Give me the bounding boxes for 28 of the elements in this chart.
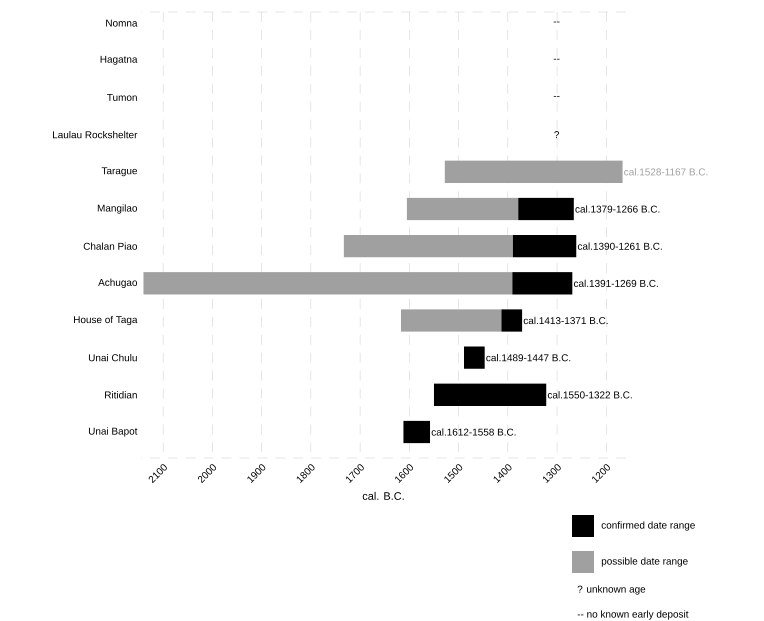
y-tick-label: Unai Chulu — [88, 354, 137, 362]
data-label: cal.1390-1261 B.C. — [578, 242, 662, 250]
y-tick-label: Chalan Piao — [84, 242, 138, 250]
y-tick-label: Ritidian — [105, 391, 137, 398]
data-label: cal.1379-1266 B.C. — [575, 205, 660, 213]
annotation: -- — [554, 96, 560, 97]
data-label: cal.1550-1322 B.C. — [548, 391, 632, 398]
y-tick-label: Tarague — [102, 167, 138, 176]
y-tick-label: House of Taga — [74, 316, 138, 326]
data-label: cal.1528-1167 B.C. — [624, 168, 708, 176]
data-label: cal.1612-1558 B.C. — [432, 428, 516, 436]
y-tick-label: Hagatna — [100, 56, 138, 65]
data-label: cal.1489-1447 B.C. — [486, 354, 570, 362]
data-label: cal.1413-1371 B.C. — [524, 316, 608, 324]
y-tick-label: Nomna — [106, 20, 138, 27]
annotation: ? — [554, 131, 560, 138]
text: ? unknown age — [578, 585, 646, 595]
legend-label: possible date range — [602, 557, 688, 567]
y-tick-label: Mangilao — [98, 204, 138, 214]
y-tick-label: Laulau Rockshelter — [53, 130, 138, 138]
legend-label: confirmed date range — [602, 521, 695, 531]
text: -- no known early deposit — [578, 610, 688, 620]
y-tick-label: Achugao — [98, 278, 138, 288]
data-label: cal.1391-1269 B.C. — [574, 280, 658, 287]
y-tick-label: Tumon — [107, 94, 137, 101]
y-tick-label: Unai Bapot — [88, 427, 138, 437]
annotation: -- — [554, 58, 560, 60]
x-axis-title: cal. B.C. — [362, 492, 404, 500]
